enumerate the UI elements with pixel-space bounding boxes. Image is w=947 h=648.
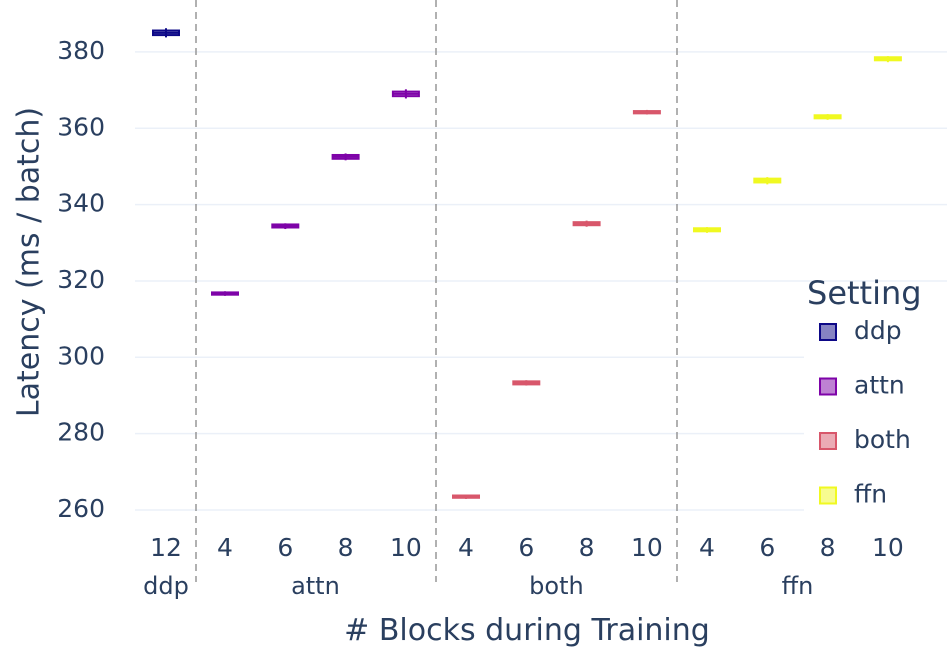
x-axis-title: # Blocks during Training — [344, 613, 710, 648]
y-tick-label: 380 — [57, 36, 105, 65]
legend-label: ffn — [854, 480, 887, 509]
y-tick-label: 320 — [57, 265, 105, 294]
box-both-10 — [632, 109, 661, 115]
x-tick-label: 6 — [277, 533, 293, 562]
x-tick-label: 4 — [699, 533, 715, 562]
box-ffn-4 — [693, 227, 721, 233]
legend-label: attn — [854, 371, 905, 400]
x-tick-label: 10 — [872, 533, 904, 562]
legend-swatch — [819, 323, 837, 341]
x-tick-label: 12 — [150, 533, 182, 562]
box-both-8 — [572, 220, 601, 227]
legend-label: both — [854, 425, 911, 454]
box-attn-4 — [211, 291, 239, 296]
box-ffn-10 — [873, 56, 902, 63]
legend: Setting ddp attn both ffn — [804, 274, 947, 520]
gridlines — [135, 51, 947, 511]
x-tick-label: 6 — [518, 533, 534, 562]
x-tick-label: 4 — [458, 533, 474, 562]
x-group-label: ddp — [143, 572, 189, 600]
y-tick-labels: 260 280 300 320 340 360 380 — [57, 36, 105, 523]
box-ffn-6 — [753, 177, 782, 185]
x-tick-label: 4 — [217, 533, 233, 562]
box-ddp-12 — [152, 28, 180, 38]
legend-item-attn[interactable]: attn — [819, 371, 905, 400]
x-tick-label: 10 — [390, 533, 422, 562]
x-group-label: attn — [291, 572, 340, 600]
group-separators — [195, 0, 678, 582]
y-tick-label: 280 — [57, 418, 105, 447]
legend-item-ffn[interactable]: ffn — [819, 480, 887, 509]
x-tick-label: 8 — [820, 533, 836, 562]
box-attn-6 — [271, 223, 300, 230]
y-tick-label: 260 — [57, 494, 105, 523]
legend-background — [804, 316, 947, 520]
legend-swatch — [819, 432, 837, 450]
box-both-4 — [452, 494, 480, 499]
x-group-labels: ddp attn both ffn — [143, 572, 813, 600]
y-tick-label: 360 — [57, 112, 105, 141]
box-both-6 — [512, 380, 541, 386]
box-attn-8 — [331, 153, 360, 161]
x-tick-label: 8 — [579, 533, 595, 562]
y-tick-label: 340 — [57, 189, 105, 218]
legend-item-ddp[interactable]: ddp — [819, 316, 902, 345]
x-group-label: ffn — [782, 572, 814, 600]
y-axis-title: Latency (ms / batch) — [12, 107, 47, 417]
x-tick-label: 6 — [759, 533, 775, 562]
x-tick-label: 10 — [631, 533, 663, 562]
legend-title: Setting — [807, 274, 922, 312]
boxes — [152, 28, 902, 499]
legend-item-both[interactable]: both — [819, 425, 911, 454]
x-tick-labels: 12 4 6 8 10 4 6 8 10 4 6 8 10 — [150, 533, 904, 562]
legend-swatch — [819, 486, 837, 505]
legend-label: ddp — [854, 316, 902, 345]
y-tick-label: 300 — [57, 341, 105, 370]
box-ffn-8 — [813, 114, 842, 120]
box-attn-10 — [391, 89, 420, 99]
legend-swatch — [819, 377, 837, 396]
x-tick-label: 8 — [338, 533, 354, 562]
x-group-label: both — [529, 572, 584, 600]
